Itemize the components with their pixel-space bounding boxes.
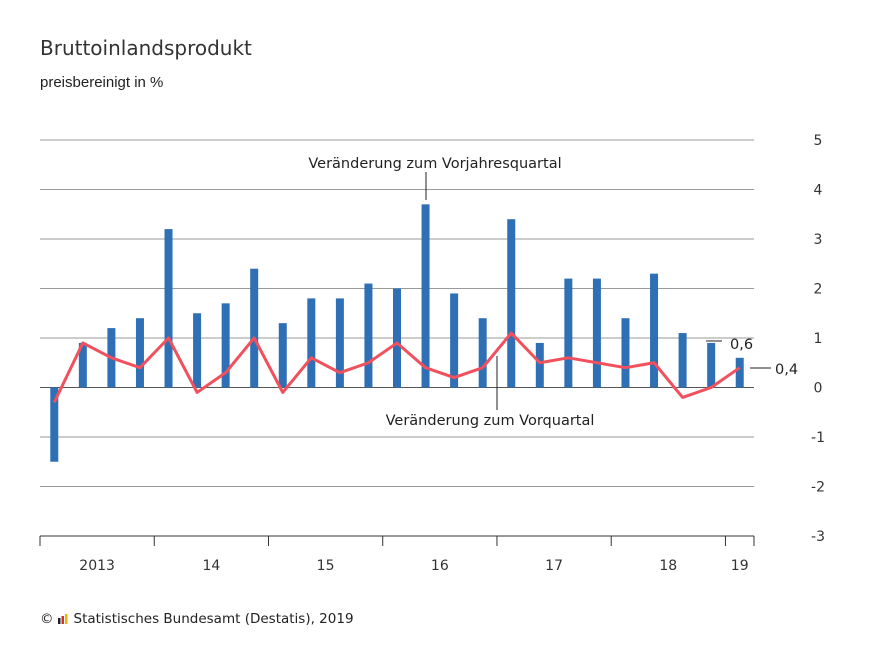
gdp-chart: 5 4 3 2 1 0 -1 -2 -3 2013 14 15 16 17 18 19 Veränderun…	[39, 133, 825, 574]
bar	[707, 342, 716, 388]
y-tick-label: -2	[811, 480, 825, 496]
destatis-logo-icon	[57, 614, 67, 624]
x-tick-label: 15	[317, 558, 335, 574]
bar	[221, 303, 230, 388]
y-tick-label: 1	[814, 331, 823, 347]
bar	[564, 278, 573, 388]
bar	[678, 333, 687, 388]
source-text: Statistisches Bundesamt (Destatis), 2019	[73, 611, 354, 627]
bar	[650, 273, 659, 388]
y-tick-label: 4	[814, 183, 823, 199]
x-tick-label: 16	[431, 558, 449, 574]
chart-title: Bruttoinlandsprodukt	[40, 36, 252, 60]
bar	[364, 283, 373, 388]
x-tick-label: 18	[659, 558, 677, 574]
bar	[592, 278, 601, 388]
x-tick-label: 14	[202, 558, 220, 574]
bar	[50, 387, 59, 462]
x-axis: 2013 14 15 16 17 18 19	[39, 535, 755, 574]
chart-subtitle: preisbereinigt in %	[40, 74, 164, 91]
bar	[193, 313, 202, 388]
bar	[135, 318, 144, 388]
y-tick-label: 2	[814, 282, 823, 298]
copyright-symbol: ©	[40, 611, 54, 627]
legend-label-yoy: Veränderung zum Vorjahresquartal	[308, 156, 561, 172]
line-series	[52, 331, 741, 403]
y-tick-label: 0	[814, 381, 823, 397]
bar	[78, 342, 87, 388]
bar	[164, 229, 173, 388]
y-tick-label: -1	[811, 430, 825, 446]
last-bar-value: 0,6	[730, 337, 753, 353]
source-footer: © Statistisches Bundesamt (Destatis), 20…	[40, 611, 354, 627]
bar	[335, 298, 344, 388]
bar	[393, 288, 401, 388]
bar	[421, 204, 430, 388]
legend-label-qoq: Veränderung zum Vorquartal	[386, 413, 595, 429]
bar	[450, 293, 459, 388]
x-tick-label: 19	[731, 558, 749, 574]
bar	[507, 219, 516, 388]
x-tick-label: 2013	[79, 558, 115, 574]
last-line-value: 0,4	[775, 362, 798, 378]
x-tick-label: 17	[545, 558, 563, 574]
bar	[621, 318, 630, 388]
bar	[250, 268, 259, 388]
bar	[735, 357, 744, 388]
y-axis-ticks: 5 4 3 2 1 0 -1 -2 -3	[811, 133, 825, 545]
bar	[535, 342, 544, 388]
y-tick-label: 3	[814, 232, 823, 248]
y-tick-label: -3	[811, 529, 825, 545]
y-tick-label: 5	[814, 133, 823, 149]
line-series-path	[52, 331, 741, 403]
bar	[307, 298, 316, 388]
annotations: Veränderung zum Vorjahresquartal Verände…	[308, 156, 798, 429]
bar	[478, 318, 487, 388]
bar	[278, 323, 287, 388]
